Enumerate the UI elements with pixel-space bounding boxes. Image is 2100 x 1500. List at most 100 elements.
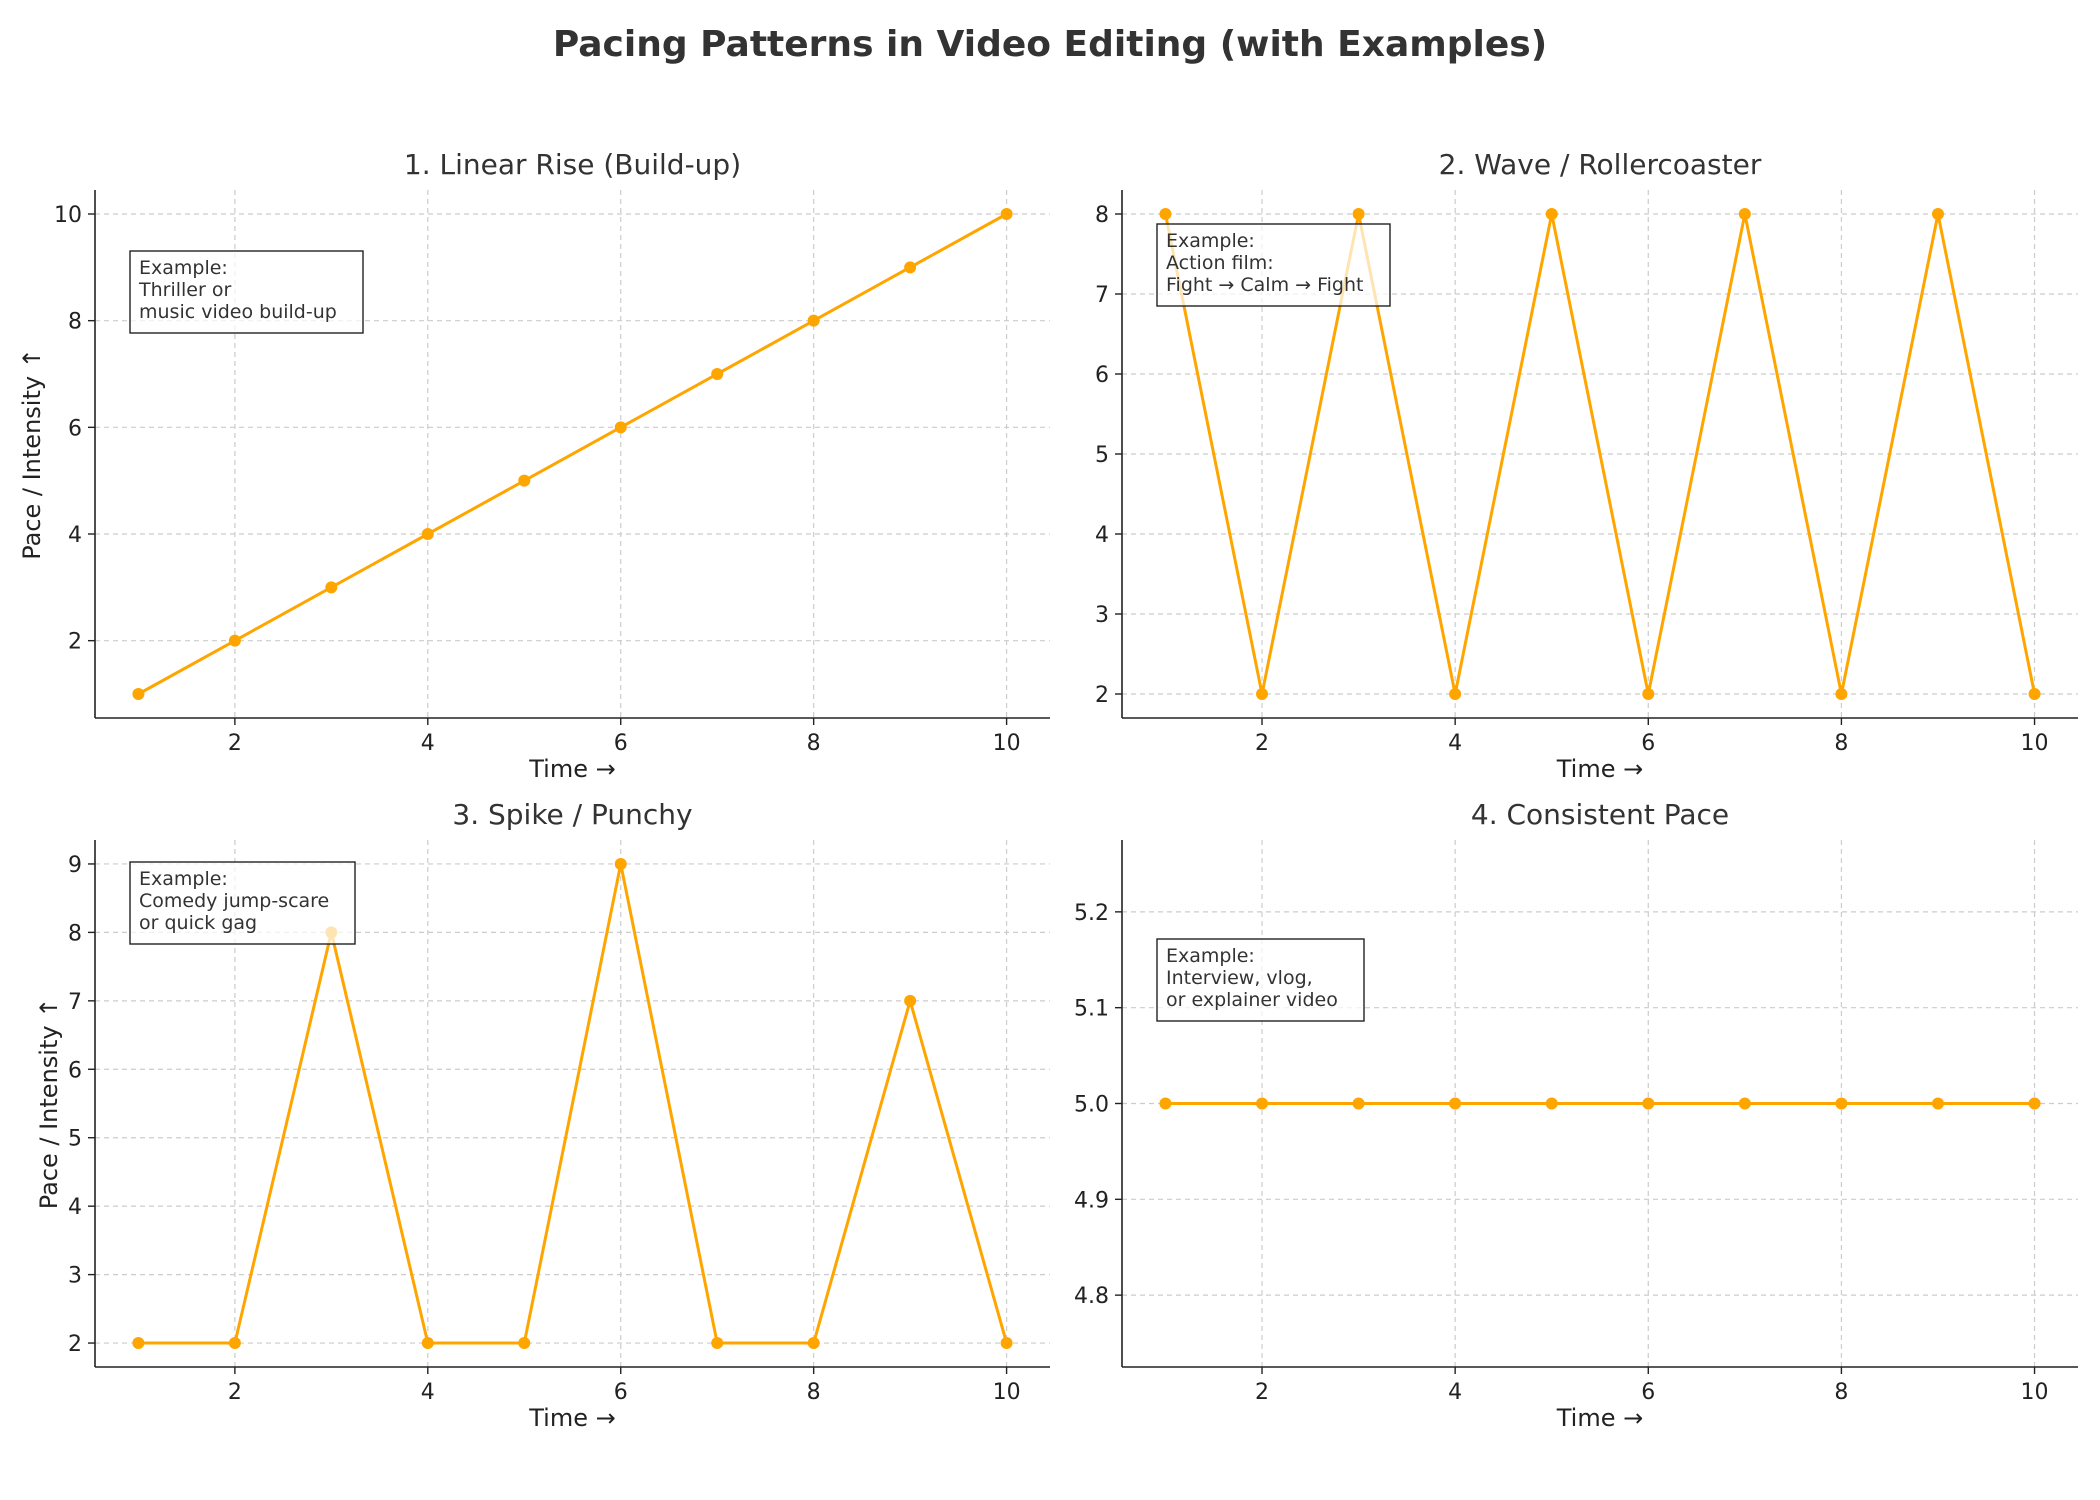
y-tick-label: 4 [68,1195,82,1220]
x-axis-label: Time → [1556,755,1643,783]
y-tick-label: 4.8 [1074,1284,1109,1309]
data-point [904,261,917,274]
y-tick-label: 5 [1095,443,1109,468]
annotation-text-line: Example: [1166,945,1255,967]
x-tick-label: 4 [421,1380,435,1405]
x-tick-label: 10 [993,1380,1021,1405]
data-point [1642,1097,1655,1110]
data-point [325,581,338,594]
y-tick-label: 6 [68,416,82,441]
data-point [1642,688,1655,700]
y-tick-label: 8 [68,310,82,335]
example-annotation: Example:Interview, vlog,or explainer vid… [1156,938,1365,1022]
data-point [1835,688,1848,700]
x-axis-label: Time → [528,1404,615,1432]
y-tick-label: 4 [1095,523,1109,548]
data-point [1000,208,1013,220]
x-tick-label: 8 [807,731,821,756]
x-tick-label: 10 [993,731,1021,756]
data-point [1000,1337,1013,1350]
y-tick-label: 4 [68,523,82,548]
data-point [1545,208,1558,220]
y-tick-label: 7 [1095,283,1109,308]
data-point [132,688,145,700]
data-point [1159,208,1172,220]
data-point [1256,1097,1269,1110]
y-tick-label: 2 [68,630,82,655]
x-tick-label: 4 [421,731,435,756]
y-tick-label: 9 [68,853,82,878]
data-point [1256,688,1269,700]
x-tick-label: 4 [1448,1380,1462,1405]
x-tick-label: 8 [1834,1380,1848,1405]
annotation-text-line: Thriller or [138,279,231,301]
annotation-text-line: Example: [139,257,228,279]
y-tick-label: 8 [68,921,82,946]
data-point [228,1337,241,1350]
data-point [1931,1097,1944,1110]
panels: 2 4 6 8 10 2 4 6 8 10 1. Linear Rise (Build-up) Tim… [18,148,2078,1432]
data-point [518,1337,531,1350]
data-point [1738,1097,1751,1110]
y-tick-label: 6 [1095,363,1109,388]
annotation-text-line: or explainer video [1166,989,1338,1011]
y-tick-label: 2 [68,1332,82,1357]
x-tick-label: 2 [228,1380,242,1405]
chart-panel-2: 2 4 6 8 10 2 3 4 5 6 7 8 2. Wave / Rollercoaster Time… [1095,148,2078,783]
data-point [1449,688,1462,700]
x-tick-label: 2 [1255,1380,1269,1405]
series-line [137,212,1008,696]
data-point [614,857,627,870]
annotation-text-line: Action film: [1166,252,1274,274]
data-point [1545,1097,1558,1110]
annotation-text-line: Comedy jump-scare [139,890,329,912]
y-axis-label: Pace / Intensity ↑ [18,348,46,560]
annotation-box [129,250,364,334]
y-tick-label: 5.1 [1074,997,1109,1022]
y-tick-label: 6 [68,1058,82,1083]
annotation-box [129,861,356,945]
x-tick-label: 8 [807,1380,821,1405]
data-point [1159,1097,1172,1110]
annotation-text-line: music video build-up [139,301,337,323]
y-tick-label: 2 [1095,683,1109,708]
data-point [1835,1097,1848,1110]
annotation-text-line: Example: [1166,230,1255,252]
x-tick-label: 4 [1448,731,1462,756]
x-tick-label: 6 [614,1380,628,1405]
annotation-text-line: or quick gag [139,912,257,934]
data-point [1931,208,1944,220]
data-point [132,1337,145,1350]
y-tick-label: 8 [1095,203,1109,228]
chart-title: 1. Linear Rise (Build-up) [404,148,741,181]
x-tick-label: 2 [228,731,242,756]
data-point [711,1337,724,1350]
data-point [807,314,820,327]
annotation-box [1156,938,1365,1022]
data-point [904,994,917,1007]
y-tick-label: 7 [68,990,82,1015]
y-tick-label: 5.2 [1074,901,1109,926]
chart-title: 2. Wave / Rollercoaster [1439,148,1762,181]
y-tick-label: 3 [1095,603,1109,628]
example-annotation: Example:Action film:Fight → Calm → Fight [1156,223,1391,307]
y-axis-label: Pace / Intensity ↑ [35,998,63,1210]
data-point [421,528,434,540]
y-tick-label: 4.9 [1074,1188,1109,1213]
data-point [807,1337,820,1350]
x-tick-label: 10 [2021,731,2049,756]
data-point [1449,1097,1462,1110]
y-tick-label: 5 [68,1127,82,1152]
chart-title: 4. Consistent Pace [1471,798,1729,831]
data-point [2028,1097,2041,1110]
annotation-text-line: Fight → Calm → Fight [1166,274,1363,296]
chart-panel-1: 2 4 6 8 10 2 4 6 8 10 1. Linear Rise (Build-up) Tim… [18,148,1050,783]
data-point [518,474,531,487]
y-tick-label: 10 [54,203,82,228]
chart-panel-4: 2 4 6 8 10 4.8 4.9 5.0 5.1 5.2 4. Consistent Pace T… [1074,798,2078,1432]
chart-title: 3. Spike / Punchy [452,798,692,831]
y-tick-label: 5.0 [1074,1093,1109,1118]
